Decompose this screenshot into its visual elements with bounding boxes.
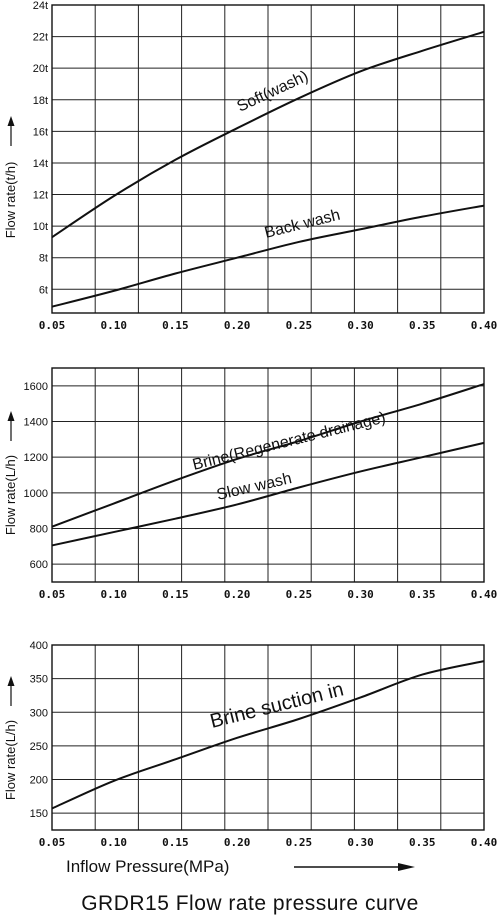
y-tick-label: 250 <box>30 741 48 753</box>
y-tick-label: 1400 <box>24 417 48 429</box>
y-axis-label: Flow rate(L/h) <box>3 455 18 535</box>
series-label-2: Slow wash <box>215 470 293 504</box>
y-tick-label: 300 <box>30 707 48 719</box>
x-tick-label: 0.40 <box>471 588 498 601</box>
x-tick-label: 0.35 <box>409 319 436 332</box>
x-tick-label: 0.25 <box>286 319 313 332</box>
plot-frame <box>51 4 485 314</box>
y-axis-arrow-icon <box>7 676 15 706</box>
x-tick-label: 0.25 <box>286 836 313 849</box>
y-tick-label: 150 <box>30 808 48 820</box>
y-axis-label: Flow rate(L/h) <box>3 720 18 800</box>
series-label-1: Brine suction in <box>208 678 346 732</box>
series-line-2 <box>51 204 485 308</box>
x-tick-label: 0.30 <box>347 836 374 849</box>
y-axis-arrow-icon <box>7 116 15 146</box>
series-line-1 <box>51 30 485 239</box>
series-line-1 <box>51 660 485 810</box>
x-tick-label: 0.40 <box>471 836 498 849</box>
y-tick-label: 600 <box>30 559 48 571</box>
x-tick-label: 0.10 <box>100 836 127 849</box>
x-tick-label: 0.10 <box>100 588 127 601</box>
series-line-1 <box>51 383 485 528</box>
x-tick-label: 0.15 <box>162 836 189 849</box>
chart-panel-2: 600 800 1000 1200 1400 1600 0.05 0.10 0.15 0.20 0.… <box>3 367 498 601</box>
series-label-1: Brine(Regenerate drainage) <box>191 409 388 473</box>
y-tick-label: 800 <box>30 524 48 536</box>
chart-panel-1: 6t 8t 10t 12t 14t 16t 18t 20t 22t 24t 0.05 0.10 0.15… <box>3 0 497 332</box>
y-axis-arrow-icon <box>7 411 15 441</box>
x-tick-label: 0.20 <box>224 588 251 601</box>
y-tick-label: 200 <box>30 775 48 787</box>
y-tick-label: 24t <box>33 0 48 12</box>
series-label-1: Soft(wash) <box>235 68 311 116</box>
series-label-2: Back wash <box>263 207 342 242</box>
x-tick-label: 0.30 <box>347 588 374 601</box>
y-tick-label: 16t <box>33 126 48 138</box>
x-tick-label: 0.05 <box>39 588 66 601</box>
figure-title: GRDR15 Flow rate pressure curve <box>81 892 419 915</box>
y-tick-label: 10t <box>33 221 48 233</box>
y-tick-label: 400 <box>30 640 48 652</box>
y-tick-label: 1000 <box>24 488 48 500</box>
charts-layer: 6t 8t 10t 12t 14t 16t 18t 20t 22t 24t 0.05 0.10 0.15… <box>3 0 497 849</box>
x-axis-arrow-icon <box>294 863 415 871</box>
series-line-2 <box>51 441 485 547</box>
y-tick-label: 22t <box>33 32 48 44</box>
chart-panel-3: 150 200 250 300 350 400 0.05 0.10 0.15 0.20 0.25 0.… <box>3 640 497 849</box>
x-tick-label: 0.30 <box>347 319 374 332</box>
x-tick-label: 0.15 <box>162 319 189 332</box>
x-axis-title: Inflow Pressure(MPa) <box>66 857 229 876</box>
x-tick-label: 0.15 <box>162 588 189 601</box>
y-tick-label: 12t <box>33 190 48 202</box>
y-tick-label: 350 <box>30 674 48 686</box>
x-tick-label: 0.20 <box>224 319 251 332</box>
plot-frame <box>51 367 485 583</box>
x-tick-label: 0.35 <box>409 836 436 849</box>
y-tick-label: 20t <box>33 63 48 75</box>
y-tick-label: 8t <box>39 253 48 265</box>
x-tick-label: 0.10 <box>100 319 127 332</box>
y-tick-label: 1600 <box>24 381 48 393</box>
y-tick-label: 1200 <box>24 452 48 464</box>
x-tick-label: 0.20 <box>224 836 251 849</box>
y-tick-label: 18t <box>33 95 48 107</box>
plot-frame <box>51 644 485 831</box>
y-tick-label: 14t <box>33 158 48 170</box>
x-tick-label: 0.25 <box>286 588 313 601</box>
x-tick-label: 0.05 <box>39 836 66 849</box>
x-tick-label: 0.05 <box>39 319 66 332</box>
y-axis-label: Flow rate(t/h) <box>3 162 18 239</box>
x-tick-label: 0.35 <box>409 588 436 601</box>
y-tick-label: 6t <box>39 284 48 296</box>
x-tick-label: 0.40 <box>471 319 498 332</box>
